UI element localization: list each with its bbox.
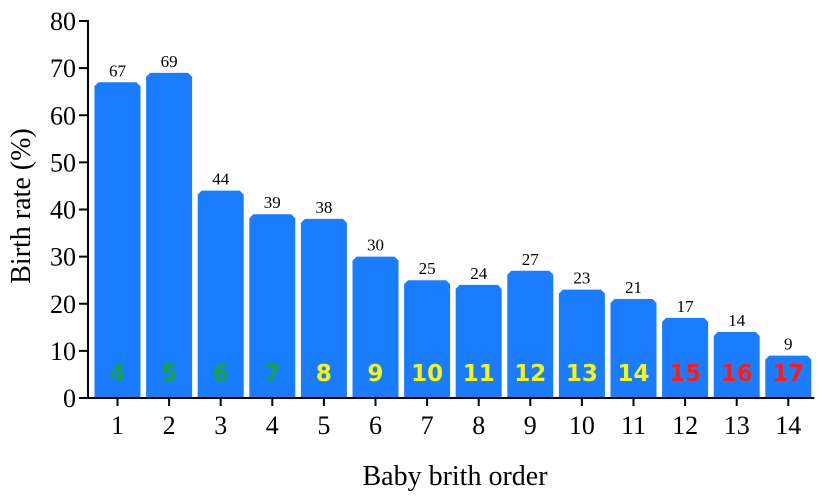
data-label: 69 [161, 52, 178, 71]
y-tick-label: 40 [50, 196, 76, 225]
y-tick-label: 80 [50, 7, 76, 36]
data-label: 25 [419, 259, 436, 278]
data-label: 27 [522, 250, 540, 269]
bars-group: 67 4 69 5 44 6 39 7 38 8 30 9 25 10 24 11 27 12 23 13 21 14 17… [94, 52, 812, 399]
bar [352, 256, 399, 398]
y-tick-label: 10 [50, 337, 76, 366]
bar [249, 214, 296, 398]
bar-inner-label: 17 [772, 361, 804, 387]
y-tick-label: 50 [50, 148, 76, 177]
bar [455, 284, 502, 398]
bar [146, 72, 193, 399]
bar [94, 82, 141, 398]
bar [662, 317, 709, 398]
bar [713, 332, 760, 398]
bar [300, 218, 347, 398]
bar [610, 299, 657, 398]
bar-inner-label: 14 [617, 361, 649, 387]
bar-inner-label: 16 [721, 361, 753, 387]
bar-inner-label: 15 [669, 361, 701, 387]
x-tick-label: 9 [524, 411, 537, 440]
data-label: 67 [109, 61, 127, 80]
bar [558, 289, 605, 398]
x-tick-label: 5 [317, 411, 330, 440]
data-label: 23 [573, 269, 590, 288]
bar-inner-label: 10 [411, 361, 443, 387]
x-tick-label: 6 [369, 411, 382, 440]
x-tick-label: 13 [724, 411, 750, 440]
y-tick-label: 30 [50, 243, 76, 272]
bar-inner-label: 4 [109, 361, 125, 387]
bar-inner-label: 9 [367, 361, 383, 387]
y-tick-label: 0 [63, 384, 76, 413]
x-axis-title: Baby brith order [362, 461, 548, 492]
bar-inner-label: 11 [463, 361, 495, 387]
data-label: 30 [367, 236, 384, 255]
data-label: 39 [264, 193, 281, 212]
data-label: 17 [677, 297, 695, 316]
x-tick-label: 2 [163, 411, 176, 440]
bar-inner-label: 5 [161, 361, 177, 387]
y-tick-label: 20 [50, 290, 76, 319]
bar-inner-label: 8 [316, 361, 332, 387]
y-axis-title: Birth rate (%) [6, 128, 37, 284]
bar-inner-label: 7 [264, 361, 280, 387]
bar [507, 270, 554, 398]
data-label: 24 [470, 264, 488, 283]
y-tick-label: 60 [50, 101, 76, 130]
y-tick-label: 70 [50, 54, 76, 83]
bar [404, 280, 451, 398]
x-tick-label: 3 [214, 411, 227, 440]
x-axis: 1 2 3 4 5 6 7 8 9 10 11 12 13 14 [87, 397, 815, 440]
x-tick-label: 11 [621, 411, 646, 440]
bar-inner-label: 12 [514, 361, 546, 387]
data-label: 38 [315, 198, 332, 217]
data-label: 21 [625, 278, 642, 297]
x-tick-label: 10 [569, 411, 595, 440]
data-label: 14 [728, 311, 746, 330]
x-tick-label: 7 [421, 411, 434, 440]
x-tick-label: 1 [111, 411, 124, 440]
x-tick-label: 8 [472, 411, 485, 440]
data-label: 9 [784, 335, 793, 354]
bar [765, 355, 812, 398]
y-axis: 0 10 20 30 40 50 60 70 80 [50, 7, 89, 413]
bar [197, 190, 244, 398]
bar-inner-label: 6 [213, 361, 229, 387]
x-tick-label: 14 [775, 411, 801, 440]
x-tick-label: 4 [266, 411, 279, 440]
bar-inner-label: 13 [566, 361, 598, 387]
x-tick-label: 12 [672, 411, 698, 440]
data-label: 44 [212, 170, 230, 189]
